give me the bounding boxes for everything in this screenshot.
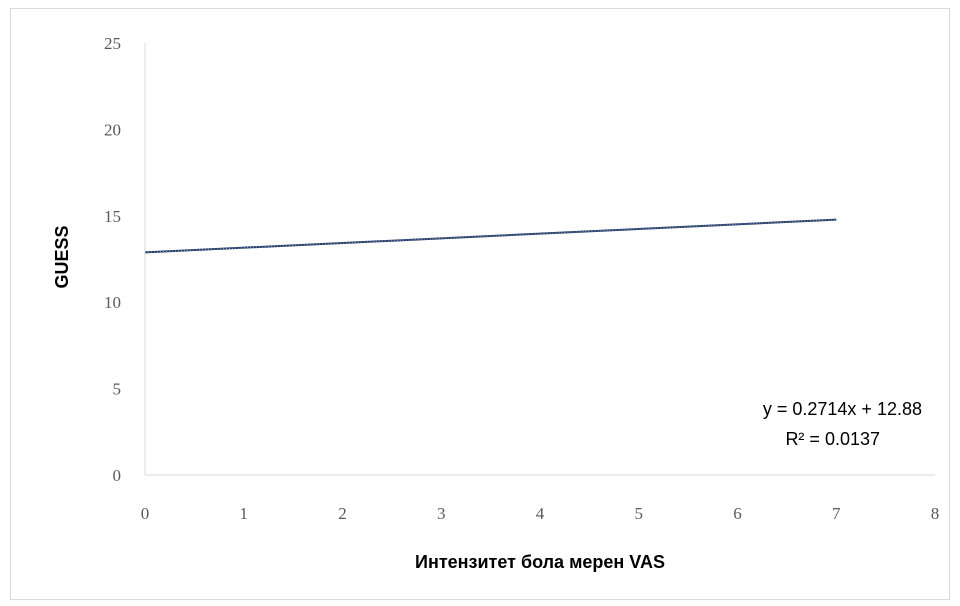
- x-tick-label: 3: [437, 504, 446, 523]
- x-tick-label: 6: [733, 504, 742, 523]
- y-tick-label: 15: [104, 207, 121, 226]
- series-layer: [144, 218, 837, 254]
- x-tick-label: 0: [141, 504, 150, 523]
- trendline-dots: [144, 219, 837, 253]
- x-tick-label: 1: [240, 504, 249, 523]
- x-tick-label: 7: [832, 504, 841, 523]
- y-axis-title: GUESS: [52, 225, 72, 288]
- y-tick-label: 5: [113, 380, 122, 399]
- y-tick-label: 10: [104, 293, 121, 312]
- y-tick-label: 0: [113, 466, 122, 485]
- y-tick-label: 25: [104, 34, 121, 53]
- chart-area: [10, 8, 950, 600]
- y-tick-label: 20: [104, 120, 121, 139]
- trendline-equation: y = 0.2714x + 12.88: [763, 399, 922, 419]
- x-tick-label: 2: [338, 504, 347, 523]
- x-tick-label: 8: [931, 504, 940, 523]
- x-tick-label: 5: [635, 504, 644, 523]
- axes: [144, 43, 935, 476]
- r-squared-label: R² = 0.0137: [785, 429, 880, 449]
- x-tick-label: 4: [536, 504, 545, 523]
- x-axis-title: Интензитет бола мерен VAS: [415, 552, 665, 572]
- x-tick-labels: 0 1 2 3 4 5 6 7 8: [141, 504, 940, 523]
- y-tick-labels: 0 5 10 15 20 25: [104, 34, 121, 485]
